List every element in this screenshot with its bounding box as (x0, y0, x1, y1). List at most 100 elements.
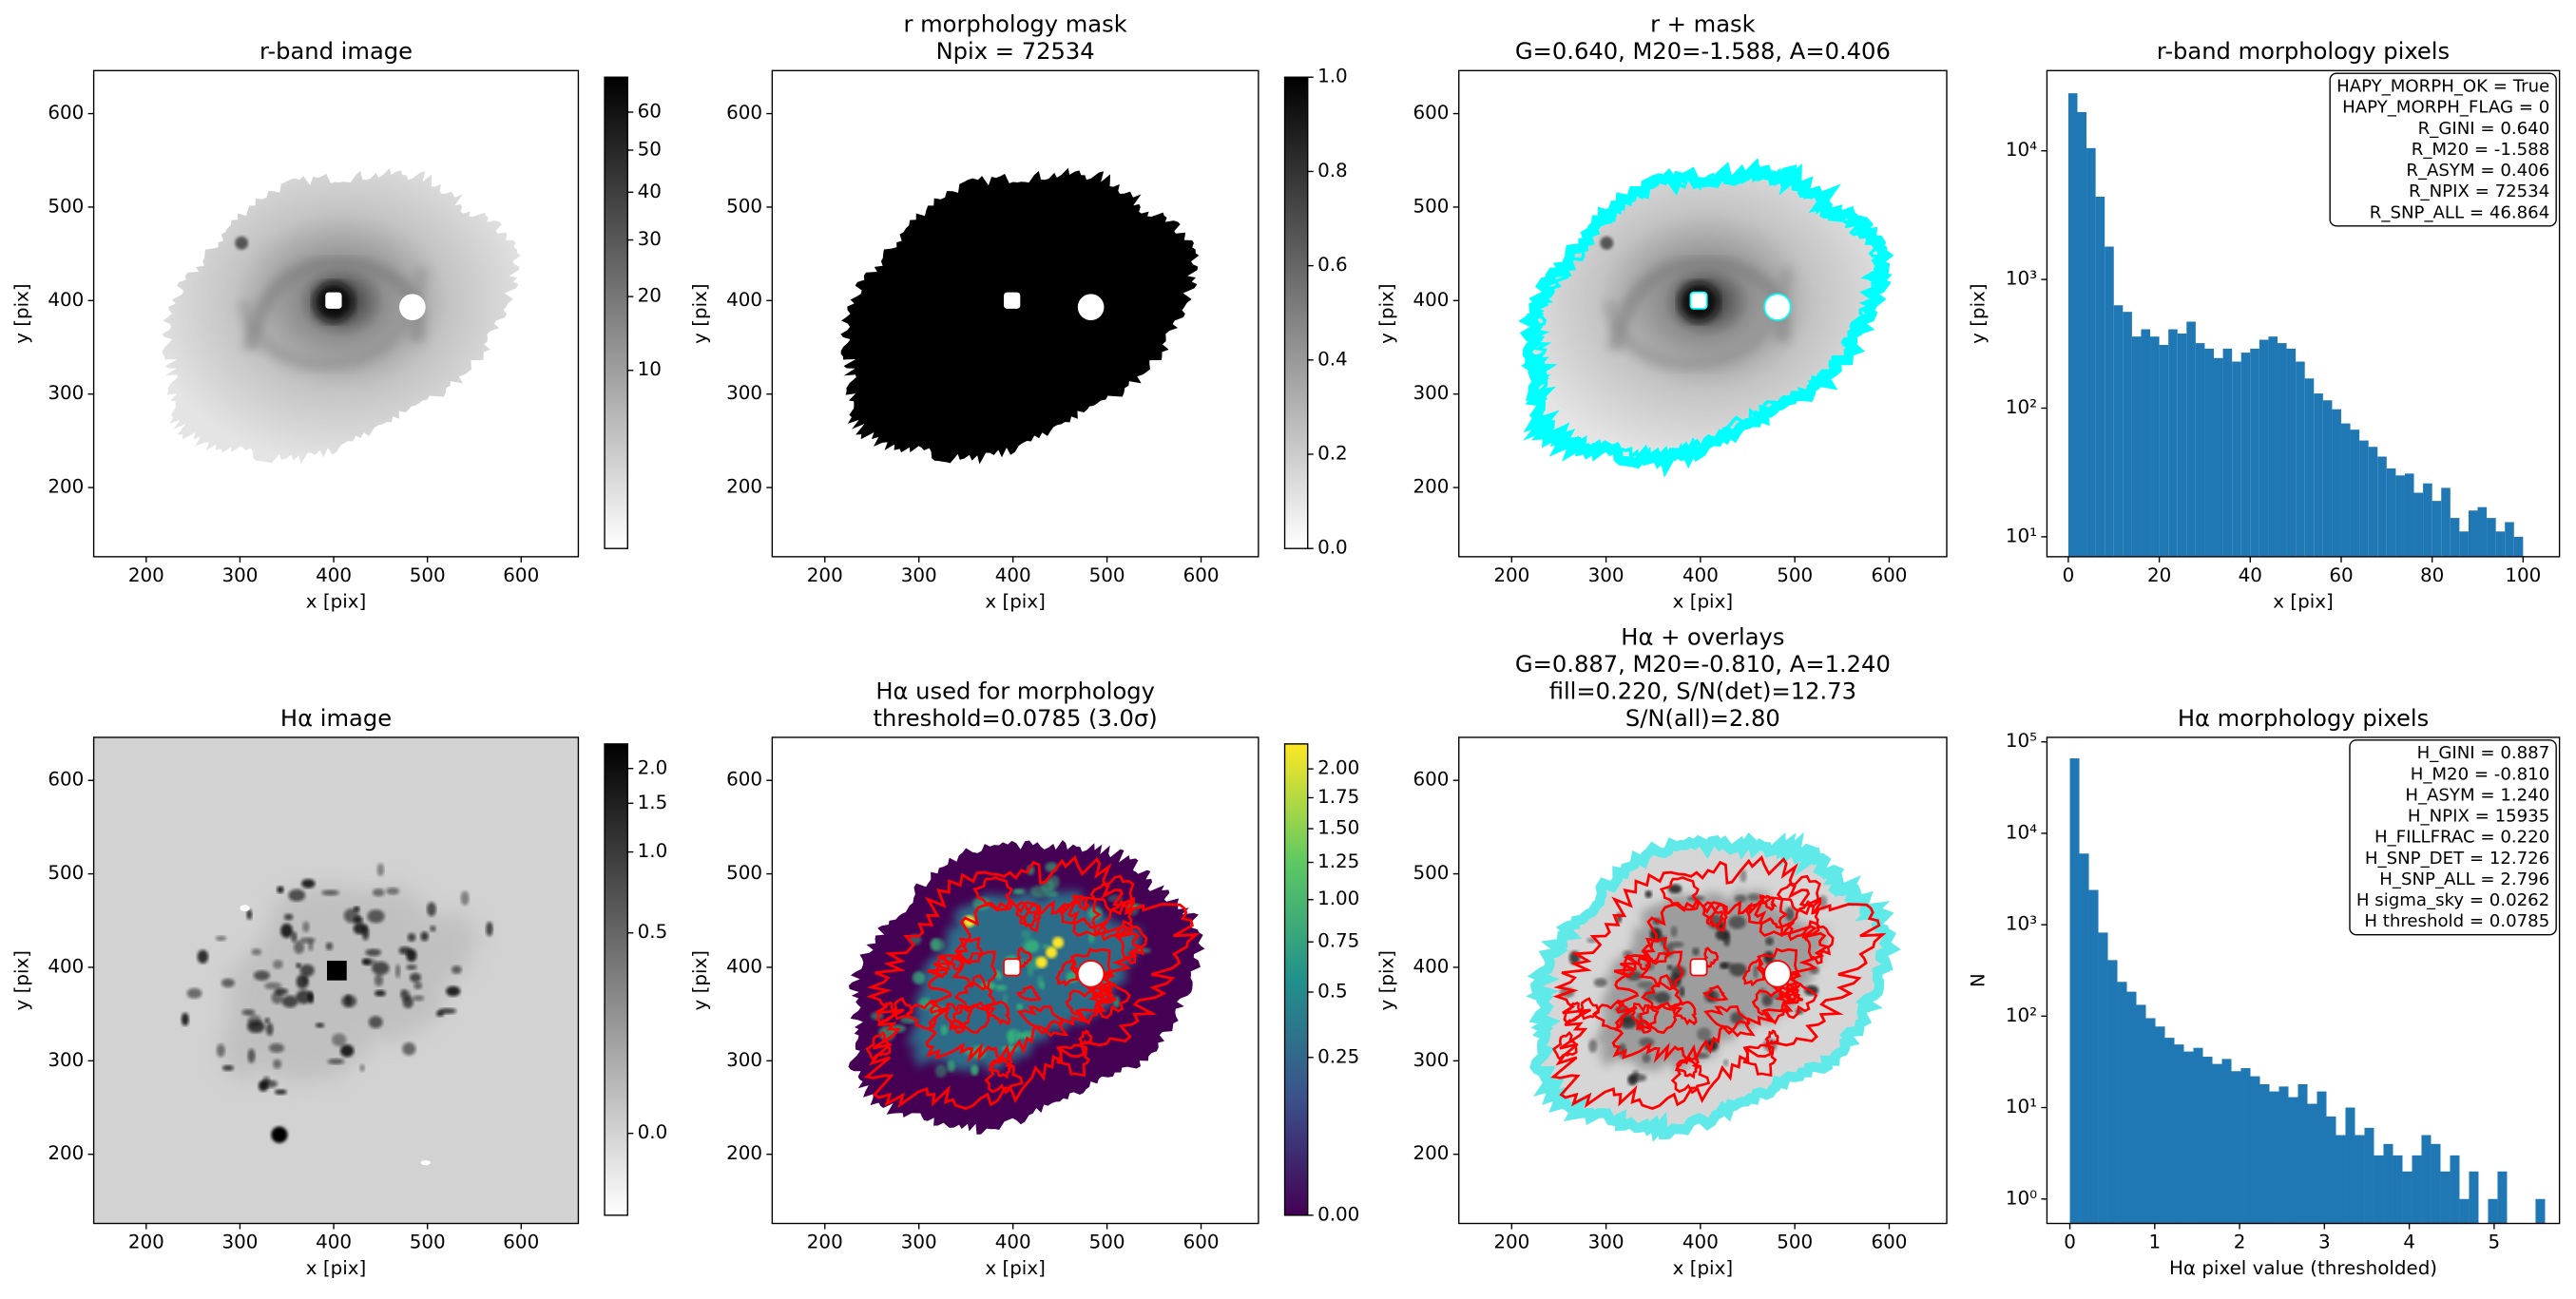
emission-knot (1761, 993, 1773, 1006)
emission-knot (273, 960, 283, 969)
emission-knot (1715, 928, 1730, 941)
emission-knot (216, 1043, 225, 1058)
contour (865, 1030, 892, 1061)
emission-knot (301, 878, 316, 888)
histogram-bar (2145, 1018, 2156, 1224)
colorbar-tick-label: 1.00 (1317, 888, 1359, 909)
emission-knot (221, 978, 235, 988)
histogram-bar (2469, 1171, 2479, 1224)
annotation-line: R_SNP_ALL = 46.864 (2370, 202, 2549, 222)
colorbar-tick-label: 0.25 (1317, 1045, 1359, 1067)
contour (905, 999, 944, 1031)
star (271, 1126, 288, 1143)
annotation-line: H threshold = 0.0785 (2364, 911, 2549, 931)
histogram-bar (2079, 853, 2089, 1224)
histogram-bar (2286, 348, 2297, 557)
y-tick-label: 300 (1413, 1049, 1449, 1071)
histogram-bar (2468, 510, 2478, 557)
y-tick-label: 10⁰ (2006, 1187, 2037, 1209)
colorbar-tick-label: 1.75 (1317, 786, 1359, 808)
emission-knot (241, 1009, 256, 1016)
y-axis-label: y [pix] (1376, 283, 1398, 343)
artifact (420, 1159, 431, 1166)
histogram-bar (2195, 343, 2205, 557)
axes-frame (92, 69, 580, 558)
y-axis-label: y [pix] (1968, 283, 1990, 343)
axes-frame (2046, 736, 2561, 1225)
emission-knot (1588, 1039, 1598, 1053)
contour (893, 997, 913, 1021)
histogram-bar (2278, 1086, 2289, 1224)
histogram-bar (2377, 456, 2387, 557)
x-axis-label: x [pix] (985, 1257, 1045, 1279)
y-tick-label: 600 (1413, 102, 1449, 124)
histogram-bar (2095, 196, 2105, 557)
histogram-bar (2136, 1004, 2146, 1224)
emission-knot (1765, 936, 1775, 946)
emission-knot (912, 971, 926, 984)
x-tick-label: 300 (1588, 564, 1624, 586)
y-tick-label: 10¹ (2006, 1096, 2037, 1118)
emission-knot (332, 1033, 347, 1047)
contour (988, 1056, 1014, 1079)
contour (984, 1059, 1024, 1095)
colorbar-tick-label: 0.5 (1317, 981, 1348, 1003)
histogram-bar (2069, 758, 2080, 1224)
y-tick-label: 300 (48, 1049, 84, 1071)
colorbar-tick-label: 1.5 (638, 792, 668, 813)
histogram-bar (2497, 1171, 2508, 1224)
x-tick-label: 80 (2420, 564, 2444, 586)
emission-knot (1012, 888, 1026, 895)
colorbar-tick-label: 0.2 (1317, 443, 1348, 465)
annotation-line: H sigma_sky = 0.0262 (2356, 890, 2549, 910)
y-tick-label: 10³ (2006, 913, 2037, 935)
masked-star (1689, 958, 1708, 977)
x-tick-label: 300 (1588, 1231, 1624, 1252)
contour (953, 936, 984, 965)
emission-knot (394, 964, 401, 979)
x-tick-label: 500 (1777, 564, 1813, 586)
contour (1802, 920, 1835, 965)
histogram-bar (2232, 361, 2241, 557)
annotation-box (2329, 72, 2557, 227)
axes-frame (1458, 736, 1948, 1225)
contour (1563, 1001, 1582, 1025)
emission-knot (1728, 915, 1746, 929)
emission-knot (283, 913, 294, 921)
contour (1776, 874, 1821, 916)
annotation-line: H_SNP_DET = 12.726 (2365, 849, 2549, 869)
contour (1670, 1059, 1711, 1095)
emission-knot (1045, 891, 1059, 897)
contour (1630, 1002, 1660, 1034)
emission-knot (400, 990, 411, 1002)
y-axis-label: y [pix] (1376, 950, 1398, 1010)
x-tick-label: 200 (807, 1231, 843, 1252)
emission-knot (345, 994, 352, 1006)
mask (840, 167, 1200, 465)
x-tick-label: 500 (410, 1231, 446, 1252)
panel-title: Hα + overlays (1621, 623, 1784, 650)
y-tick-label: 400 (48, 955, 84, 977)
contour (1745, 896, 1789, 938)
histogram-bar (2204, 348, 2215, 557)
histogram-bar (2364, 1127, 2374, 1224)
contour (1078, 1029, 1093, 1047)
colorbar-tick-label: 0.0 (638, 1121, 668, 1143)
contour (876, 1001, 895, 1025)
x-tick-label: 200 (128, 564, 164, 586)
histogram-bar (2316, 1091, 2327, 1224)
emission-knot (281, 995, 298, 1008)
panel-title: fill=0.220, S/N(det)=12.73 (1549, 678, 1856, 704)
emission-knot (288, 888, 306, 902)
contour (1579, 997, 1601, 1021)
emission-knot (1002, 993, 1009, 1005)
histogram-bar (2141, 329, 2151, 557)
panel-title: r-band morphology pixels (2157, 38, 2450, 65)
x-tick-label: 60 (2329, 564, 2353, 586)
emission-knot (368, 1016, 383, 1029)
histogram-bar (2107, 960, 2118, 1224)
x-tick-label: 600 (503, 1231, 539, 1252)
emission-knot (427, 902, 436, 917)
emission-knot (1016, 1003, 1024, 1010)
